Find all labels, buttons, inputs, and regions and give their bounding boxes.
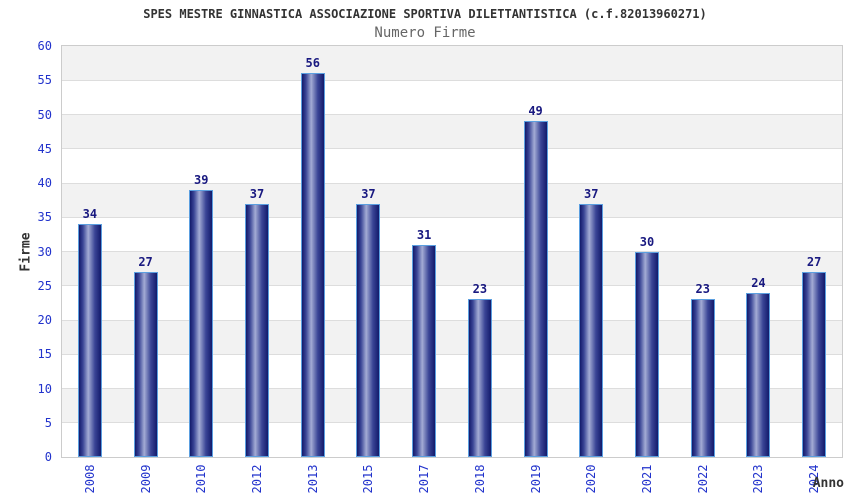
plot-area: 34 27 39 37 56 37 31 23 49 37 30 23 24 27 — [61, 45, 843, 458]
gridline — [62, 422, 842, 424]
bar — [746, 292, 771, 457]
gridline — [62, 79, 842, 81]
x-tick-label: 2013 — [305, 464, 320, 494]
bar-value-label: 31 — [416, 227, 432, 242]
y-tick-label: 20 — [37, 313, 52, 327]
gridline — [62, 114, 842, 115]
bar — [579, 203, 604, 457]
y-tick-label: 40 — [37, 176, 52, 190]
gridline — [62, 148, 842, 150]
x-tick-label: 2019 — [528, 464, 543, 494]
grid-band — [62, 46, 842, 81]
bar-value-label: 24 — [751, 275, 766, 290]
grid-band — [62, 80, 842, 115]
gridline — [62, 182, 842, 184]
bar — [467, 299, 492, 457]
x-tick-label: 2018 — [472, 464, 487, 494]
y-tick-label: 5 — [44, 415, 52, 430]
gridline — [62, 388, 842, 389]
bar-value-label: 39 — [194, 172, 209, 187]
grid-band — [62, 422, 842, 457]
bar-value-label: 49 — [528, 104, 543, 119]
x-tick-label: 2022 — [695, 464, 710, 494]
x-tick-label: 2015 — [361, 464, 376, 494]
gridline — [62, 216, 842, 218]
y-tick-label: 15 — [37, 347, 52, 362]
bar — [412, 244, 437, 457]
x-axis-title: Anno — [812, 476, 844, 491]
gridline — [62, 319, 842, 321]
y-tick-label: 50 — [37, 107, 52, 122]
gridline — [62, 251, 842, 252]
x-tick-label: 2020 — [584, 464, 599, 494]
bar-value-label: 27 — [806, 255, 822, 270]
bar — [77, 224, 102, 457]
y-tick-label: 45 — [37, 141, 52, 156]
grid-band — [62, 320, 842, 355]
grid-band — [62, 217, 842, 252]
x-tick-label: 2017 — [417, 464, 432, 494]
grid-band — [62, 114, 842, 149]
bar — [189, 189, 214, 457]
grid-band — [62, 354, 842, 389]
grid-band — [62, 251, 842, 286]
x-tick-label: 2012 — [250, 464, 264, 494]
bar — [133, 272, 158, 457]
bar-value-label: 23 — [695, 282, 710, 297]
grid-band — [62, 148, 842, 183]
bar-value-label: 30 — [639, 234, 655, 249]
y-tick-label: 10 — [37, 381, 52, 396]
grid-band — [62, 183, 842, 218]
bar — [690, 299, 715, 457]
y-axis-title: Firme — [18, 232, 34, 272]
gridline — [62, 353, 842, 355]
bar — [635, 251, 659, 457]
bar-value-label: 37 — [249, 186, 265, 201]
bar-value-label: 27 — [138, 255, 153, 270]
y-tick-label: 35 — [37, 210, 52, 225]
y-tick-label: 25 — [37, 278, 52, 293]
x-tick-label: 2010 — [194, 464, 209, 494]
bar — [802, 272, 827, 457]
chart-title: SPES MESTRE GINNASTICA ASSOCIAZIONE SPOR… — [143, 7, 707, 21]
bar-value-label: 37 — [361, 186, 376, 201]
bar — [245, 203, 269, 457]
gridline — [62, 285, 842, 287]
bar-value-label: 37 — [584, 186, 599, 201]
bar-value-label: 56 — [305, 56, 320, 71]
grid-band — [62, 388, 842, 423]
bar — [356, 203, 381, 457]
y-tick-label: 0 — [44, 450, 52, 464]
y-tick-label: 55 — [37, 73, 52, 88]
x-tick-label: 2009 — [138, 464, 153, 494]
chart-subtitle: Numero Firme — [374, 25, 476, 41]
bar-value-label: 23 — [472, 282, 488, 297]
bar — [523, 121, 548, 457]
x-tick-label: 2021 — [640, 464, 654, 494]
x-tick-label: 2008 — [82, 464, 97, 494]
x-tick-label: 2023 — [751, 464, 766, 494]
bar-value-label: 34 — [82, 207, 98, 222]
bar — [300, 73, 325, 457]
